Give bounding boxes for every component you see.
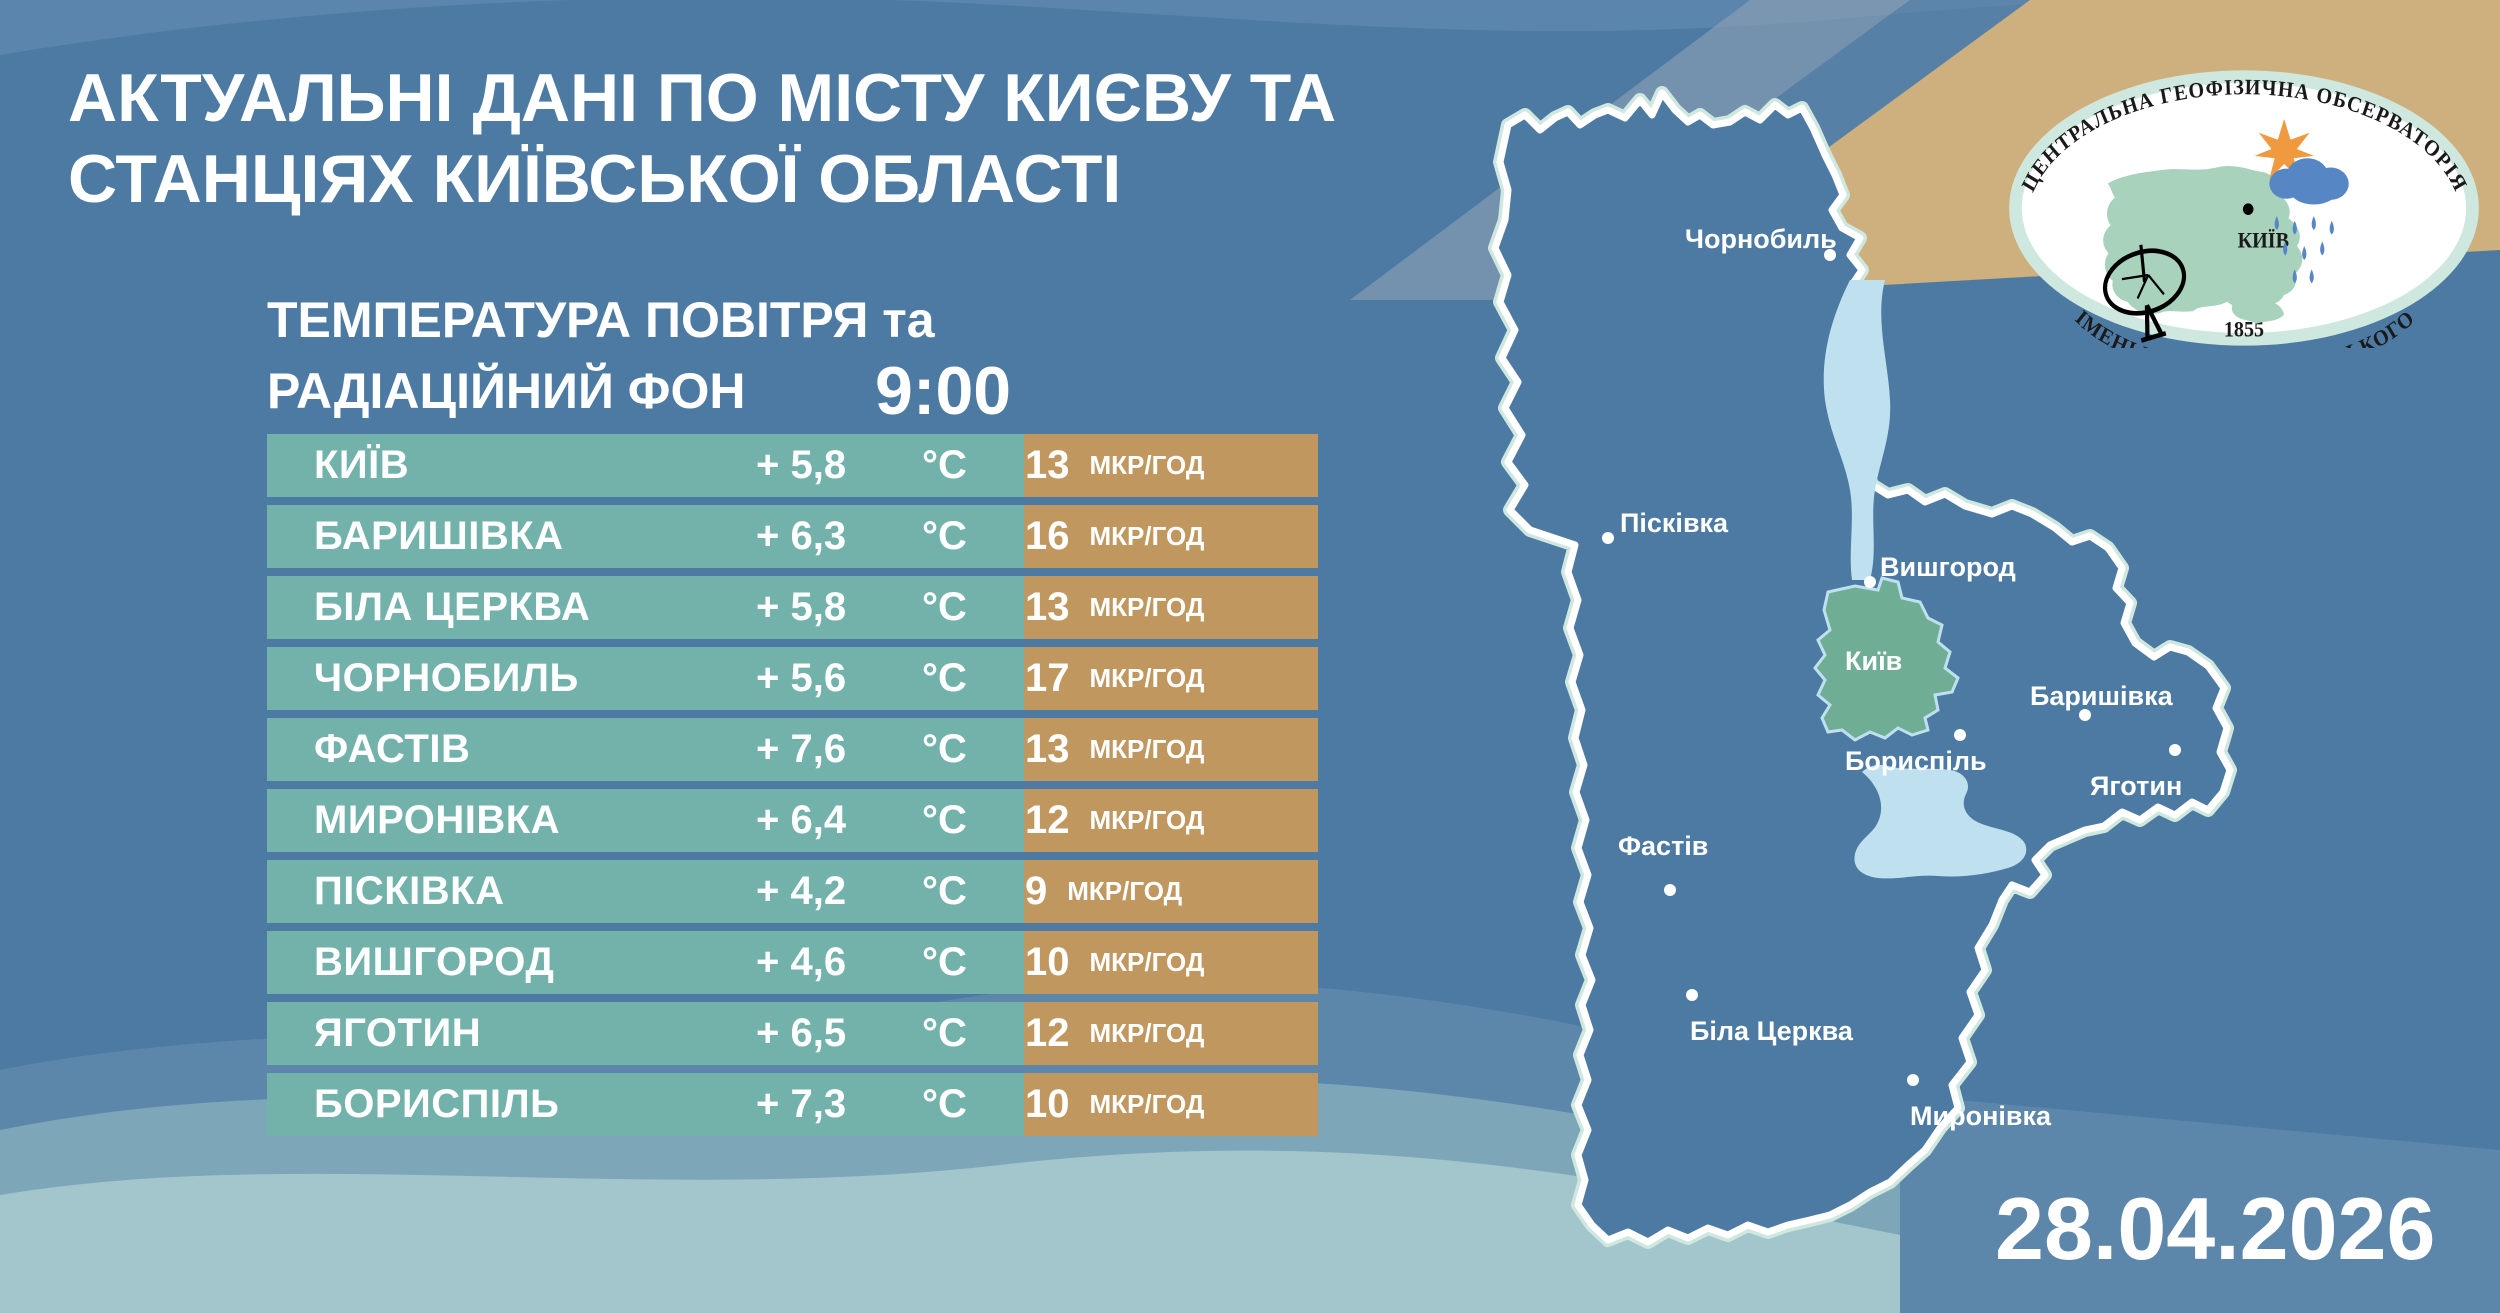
- svg-text:Біла Церква: Біла Церква: [1690, 1016, 1854, 1046]
- svg-text:Фастів: Фастів: [1618, 831, 1708, 861]
- svg-text:КИЇВ: КИЇВ: [2238, 228, 2289, 253]
- svg-text:Чорнобиль: Чорнобиль: [1685, 224, 1837, 254]
- svg-text:Пісківка: Пісківка: [1620, 508, 1729, 538]
- svg-text:Бориспіль: Бориспіль: [1845, 746, 1987, 776]
- svg-text:Миронівка: Миронівка: [1910, 1101, 2052, 1131]
- svg-text:Київ: Київ: [1845, 646, 1902, 676]
- svg-text:Яготин: Яготин: [2090, 771, 2182, 801]
- svg-text:Баришівка: Баришівка: [2030, 681, 2174, 711]
- svg-text:Вишгород: Вишгород: [1880, 552, 2016, 582]
